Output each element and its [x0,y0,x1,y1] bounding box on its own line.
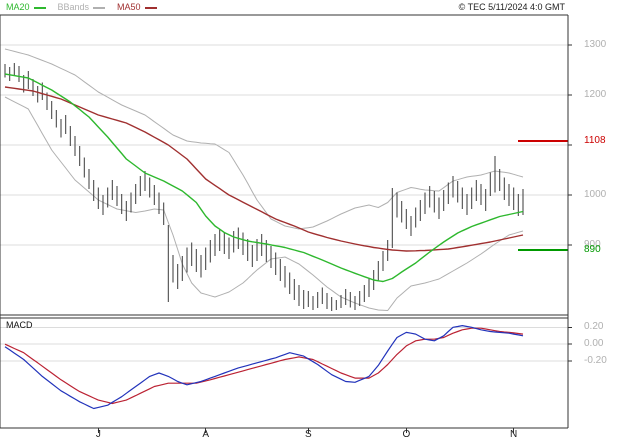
chart-legend: MA20 BBands MA50 [6,1,157,14]
ma20-line-swatch-icon [33,6,46,9]
macd-panel-label: MACD [6,320,33,330]
support-level-label: 890 [584,244,601,255]
resistance-level-label: 1108 [584,135,606,146]
month-label: A [202,429,209,440]
price-axis-label: 900 [584,239,601,250]
legend-item-ma50: MA50 [117,1,157,14]
macd-axis-label: -0.20 [584,355,607,367]
legend-label-ma50: MA50 [117,2,141,12]
month-label: S [304,429,312,440]
bbands-line-swatch-icon [93,6,106,9]
legend-item-bbands: BBands [58,1,106,14]
macd-axis-label: 0.20 [584,321,604,333]
ma50-line-swatch-icon [144,6,157,9]
price-axis-label: 1300 [584,39,607,50]
legend-item-ma20: MA20 [6,1,46,14]
legend-label-ma20: MA20 [6,2,30,12]
month-label: O [402,429,411,440]
legend-label-bbands: BBands [57,2,90,12]
price-axis-label: 1200 [584,89,607,100]
month-label: J [95,429,101,440]
macd-axis-label: 0.00 [584,338,604,350]
price-axis-label: 1000 [584,189,607,200]
copyright-text: © TEC 5/11/2024 4:0 GMT [458,2,565,12]
month-label: N [510,429,518,440]
